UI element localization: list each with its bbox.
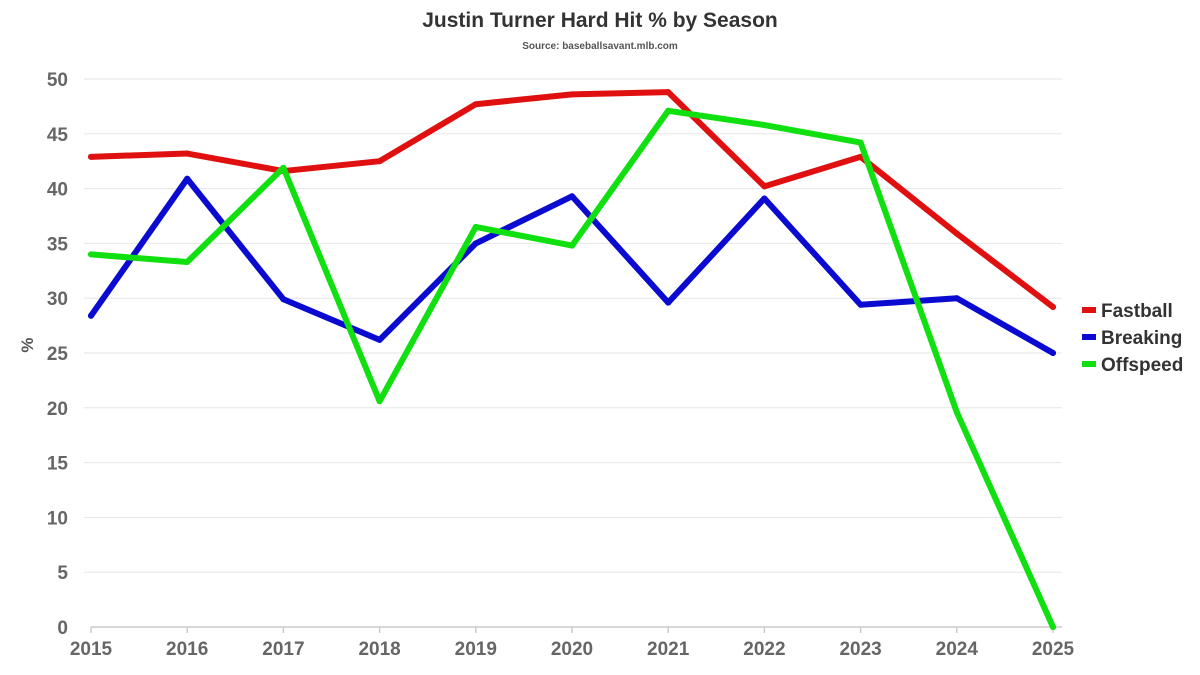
y-tick-label: 15 xyxy=(47,454,69,475)
data-point-offspeed xyxy=(88,251,94,258)
data-point-fastball xyxy=(1050,303,1056,310)
data-point-fastball xyxy=(184,150,191,157)
data-point-offspeed xyxy=(376,398,383,405)
y-tick-label: 50 xyxy=(47,70,68,91)
data-point-fastball xyxy=(761,183,768,190)
x-tick-label: 2017 xyxy=(262,639,304,660)
data-point-breaking xyxy=(472,240,479,247)
x-tick-label: 2019 xyxy=(455,639,497,660)
data-point-offspeed xyxy=(953,409,960,416)
data-point-breaking xyxy=(569,193,575,200)
data-point-offspeed xyxy=(1050,624,1056,630)
y-tick-label: 10 xyxy=(47,508,68,529)
data-point-offspeed xyxy=(280,164,287,171)
x-tick-label: 2021 xyxy=(647,639,690,660)
data-point-breaking xyxy=(857,301,864,308)
data-point-breaking xyxy=(665,299,672,306)
data-point-breaking xyxy=(184,175,191,182)
y-tick-label: 45 xyxy=(47,125,69,146)
y-tick-label: 5 xyxy=(57,563,68,584)
y-tick-label: 20 xyxy=(47,399,68,420)
x-tick-label: 2018 xyxy=(358,639,400,660)
data-point-offspeed xyxy=(857,139,864,146)
x-tick-label: 2016 xyxy=(166,639,208,660)
x-tick-label: 2024 xyxy=(936,639,979,660)
data-point-fastball xyxy=(376,158,383,165)
data-point-offspeed xyxy=(665,107,672,114)
x-tick-label: 2015 xyxy=(70,639,113,660)
data-point-breaking xyxy=(953,295,960,302)
x-tick-label: 2022 xyxy=(743,639,785,660)
chart-title: Justin Turner Hard Hit % by Season xyxy=(422,9,778,32)
legend: Fastball Breaking Offspeed xyxy=(1082,301,1183,376)
y-tick-label: 0 xyxy=(57,618,68,639)
data-point-offspeed xyxy=(761,122,768,129)
y-axis-label: % xyxy=(18,337,37,352)
y-tick-label: 35 xyxy=(47,234,69,255)
data-point-fastball xyxy=(569,91,575,98)
data-point-breaking xyxy=(1050,350,1056,356)
data-point-breaking xyxy=(761,195,768,202)
x-axis-ticks: 2015 2016 2017 2018 2019 2020 2021 2022 2023 2024… xyxy=(70,627,1075,660)
data-point-fastball xyxy=(472,101,479,108)
y-axis-ticks: 0 5 10 15 20 25 30 35 40 45 50 xyxy=(47,70,69,639)
x-tick-label: 2020 xyxy=(551,639,593,660)
data-point-breaking xyxy=(280,296,287,303)
data-point-breaking xyxy=(376,336,383,343)
data-point-offspeed xyxy=(184,259,191,266)
x-tick-label: 2023 xyxy=(839,639,881,660)
legend-label-fastball: Fastball xyxy=(1101,301,1173,322)
data-point-fastball xyxy=(665,89,672,96)
data-point-offspeed xyxy=(569,242,575,249)
y-tick-label: 25 xyxy=(47,344,69,365)
gridlines xyxy=(84,78,1062,573)
y-tick-label: 40 xyxy=(47,180,68,201)
chart-subtitle: Source: baseballsavant.mlb.com xyxy=(522,41,678,52)
data-point-offspeed xyxy=(472,223,479,230)
data-point-fastball xyxy=(953,230,960,237)
data-point-fastball xyxy=(88,153,94,160)
data-point-breaking xyxy=(88,312,94,319)
legend-label-breaking: Breaking xyxy=(1101,328,1182,349)
legend-label-offspeed: Offspeed xyxy=(1101,355,1183,376)
series-lines xyxy=(88,89,1056,630)
y-tick-label: 30 xyxy=(47,289,68,310)
x-tick-label: 2025 xyxy=(1032,639,1075,660)
series-line-breaking xyxy=(88,175,1056,356)
